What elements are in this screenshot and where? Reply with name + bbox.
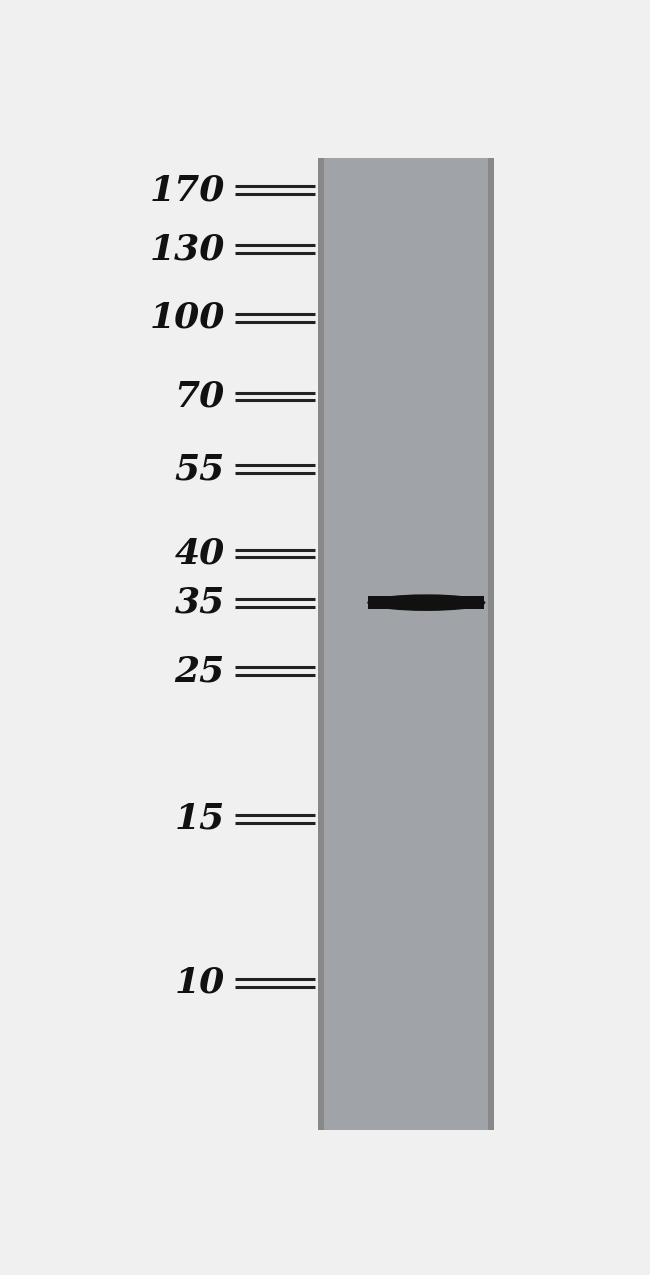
Text: 170: 170 xyxy=(150,173,225,208)
Text: 70: 70 xyxy=(175,380,225,413)
Text: 40: 40 xyxy=(175,537,225,570)
Bar xyxy=(318,158,324,1130)
Text: 25: 25 xyxy=(175,654,225,689)
Text: 100: 100 xyxy=(150,301,225,335)
Text: 130: 130 xyxy=(150,232,225,266)
Text: 10: 10 xyxy=(175,965,225,1000)
Text: 35: 35 xyxy=(175,585,225,620)
Ellipse shape xyxy=(367,594,486,611)
Bar xyxy=(318,158,494,1130)
Text: 55: 55 xyxy=(175,453,225,486)
Bar xyxy=(488,158,494,1130)
Text: 15: 15 xyxy=(175,802,225,835)
Bar xyxy=(369,597,484,609)
